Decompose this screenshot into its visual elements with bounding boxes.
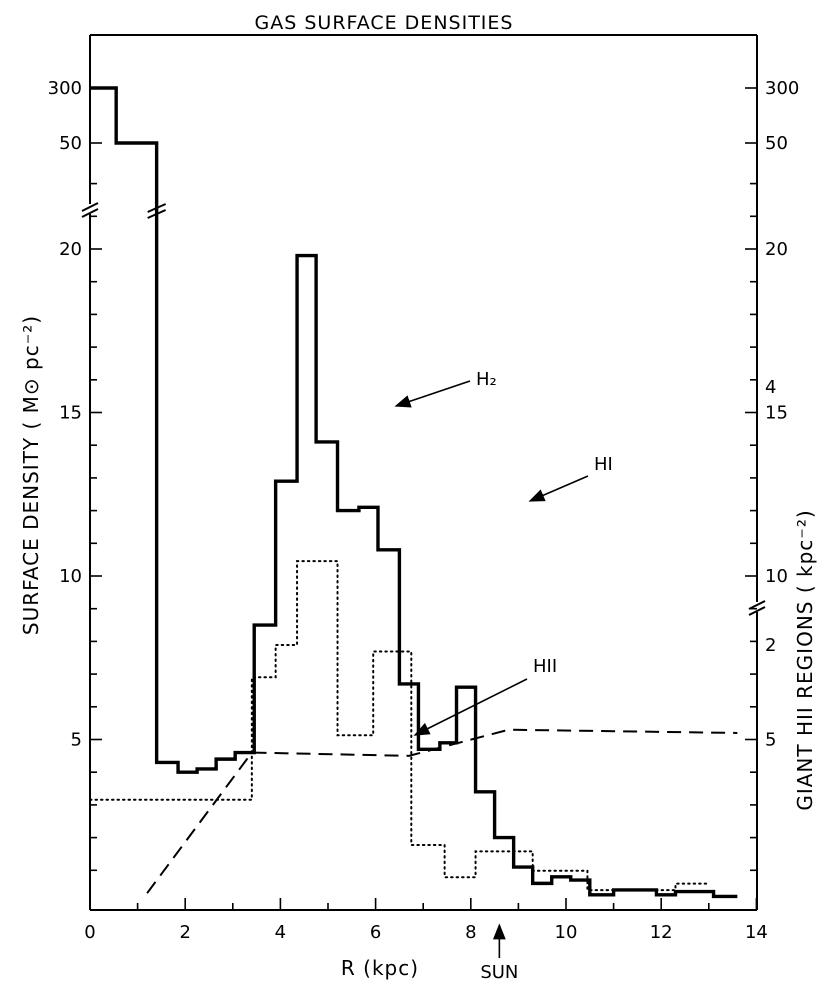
x-tick-label: 12 bbox=[650, 922, 673, 943]
y-tick-label-upper: 300 bbox=[48, 78, 82, 99]
hi-annotation-arrow bbox=[528, 475, 589, 502]
y-tick-label-right-mirror: 10 bbox=[765, 566, 788, 587]
y-tick-label: 20 bbox=[59, 239, 82, 260]
y-tick-label-upper-right: 300 bbox=[765, 78, 799, 99]
h2-annotation-label: H₂ bbox=[476, 369, 497, 390]
y-tick-label-upper-right: 50 bbox=[765, 133, 788, 154]
hii-series-line bbox=[89, 560, 710, 892]
y-right-tick-label: 2 bbox=[765, 635, 776, 656]
annotation-layer: H₂ HI HII SUN bbox=[394, 369, 613, 983]
tick-labels: 0 2 4 6 8 10 12 14 5 5 10 10 15 15 20 20 50 50 300 300 2 4 bbox=[48, 78, 800, 943]
plot-frame bbox=[81, 34, 766, 911]
hii-annotation-label: HII bbox=[533, 656, 557, 677]
y-tick-label-right-mirror: 20 bbox=[765, 239, 788, 260]
x-tick-label: 2 bbox=[179, 922, 190, 943]
y-axis-label: SURFACE DENSITY ( M⊙ pc⁻²) bbox=[19, 315, 43, 635]
y-tick-label-upper: 50 bbox=[59, 133, 82, 154]
y-tick-label: 15 bbox=[59, 403, 82, 424]
y-tick-label: 10 bbox=[59, 566, 82, 587]
y-tick-label-right-mirror: 15 bbox=[765, 403, 788, 424]
hii-annotation-arrow bbox=[413, 678, 528, 736]
x-axis-label: R (kpc) bbox=[341, 956, 419, 980]
chart-title: GAS SURFACE DENSITIES bbox=[255, 12, 514, 34]
y-tick-label: 5 bbox=[71, 730, 82, 751]
x-tick-label: 4 bbox=[275, 922, 286, 943]
x-tick-label: 0 bbox=[84, 922, 95, 943]
axis-ticks bbox=[89, 87, 758, 910]
h2-annotation-arrow bbox=[394, 380, 471, 408]
y-axis-label-right: GIANT HII REGIONS ( kpc⁻²) bbox=[793, 509, 817, 810]
x-tick-label: 8 bbox=[465, 922, 476, 943]
series-layer bbox=[89, 86, 738, 899]
y-tick-label-right-mirror: 5 bbox=[765, 730, 776, 751]
sun-label: SUN bbox=[480, 962, 518, 983]
y-axis-break-right bbox=[748, 600, 766, 616]
x-tick-label: 14 bbox=[745, 922, 768, 943]
h2-series-line bbox=[90, 86, 738, 899]
x-tick-label: 6 bbox=[370, 922, 381, 943]
hi-annotation-label: HI bbox=[594, 454, 613, 475]
y-axis-break-left bbox=[81, 202, 99, 218]
y-right-tick-label: 4 bbox=[765, 377, 776, 398]
x-tick-label: 10 bbox=[555, 922, 578, 943]
